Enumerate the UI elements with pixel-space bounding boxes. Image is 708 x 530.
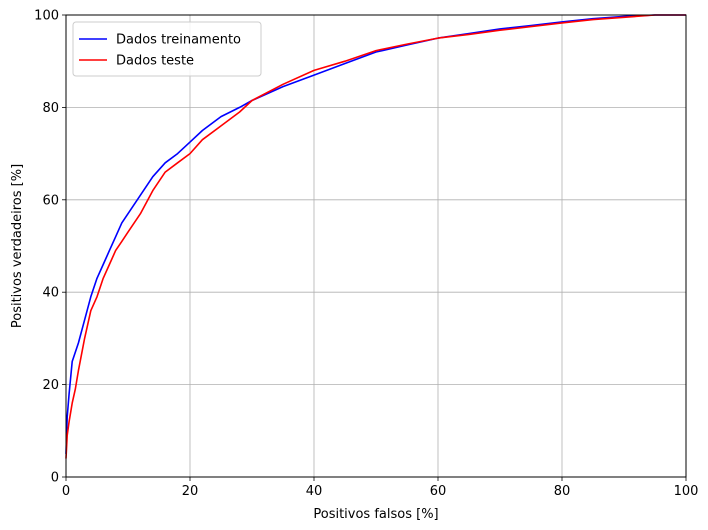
y-tick-label: 80 [42,101,59,116]
x-tick-label: 80 [554,484,571,499]
y-tick-label: 0 [51,471,59,486]
y-tick-label: 40 [42,286,59,301]
series-line-0 [65,14,686,454]
plot-frame [65,14,687,478]
axis-ticks: 0 20 40 60 80 100 0 20 40 60 80 100 [34,9,698,500]
x-tick-label: 60 [430,484,447,499]
y-tick-label: 20 [42,378,59,393]
grid-lines [65,14,687,478]
y-tick-label: 100 [34,9,59,24]
legend: Dados treinamento Dados teste [72,21,262,77]
y-tick-label: 60 [42,193,59,208]
y-axis-label: Positivos verdadeiros [%] [10,164,25,328]
x-tick-label: 0 [62,484,70,499]
plot-area [66,15,686,477]
x-tick-label: 100 [674,484,699,499]
x-tick-label: 40 [306,484,323,499]
x-axis-label: Positivos falsos [%] [313,507,438,522]
x-tick-label: 20 [182,484,199,499]
legend-label-0: Dados treinamento [116,33,241,48]
legend-box [72,21,262,77]
series-line-1 [65,14,686,459]
series-layer [65,14,686,459]
legend-label-1: Dados teste [116,54,194,69]
